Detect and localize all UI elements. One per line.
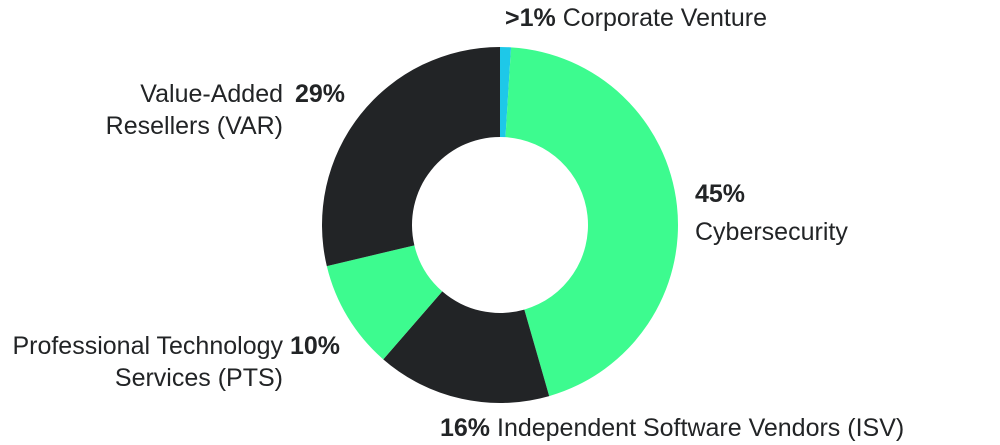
category-label: Professional Technology Services (PTS) (12, 332, 283, 392)
value-label: >1% (505, 4, 556, 32)
value-label: 29% (295, 80, 346, 108)
category-label: Cybersecurity (695, 218, 848, 246)
value-label: 10% (290, 332, 341, 360)
category-label: Value-Added Resellers (VAR) (105, 80, 283, 140)
slice-label: 16% Independent Software Vendors (ISV) (440, 412, 904, 444)
donut-slice (326, 245, 443, 360)
donut-slice (500, 47, 512, 138)
value-label: 16% (440, 414, 491, 442)
donut-slice (322, 47, 500, 267)
value-label: 45% (695, 180, 746, 208)
donut-slice (383, 291, 550, 403)
donut-slice (505, 47, 678, 397)
category-label: Corporate Venture (562, 4, 767, 32)
slice-label: >1% Corporate Venture (505, 2, 767, 34)
category-label: Independent Software Vendors (ISV) (497, 414, 905, 442)
